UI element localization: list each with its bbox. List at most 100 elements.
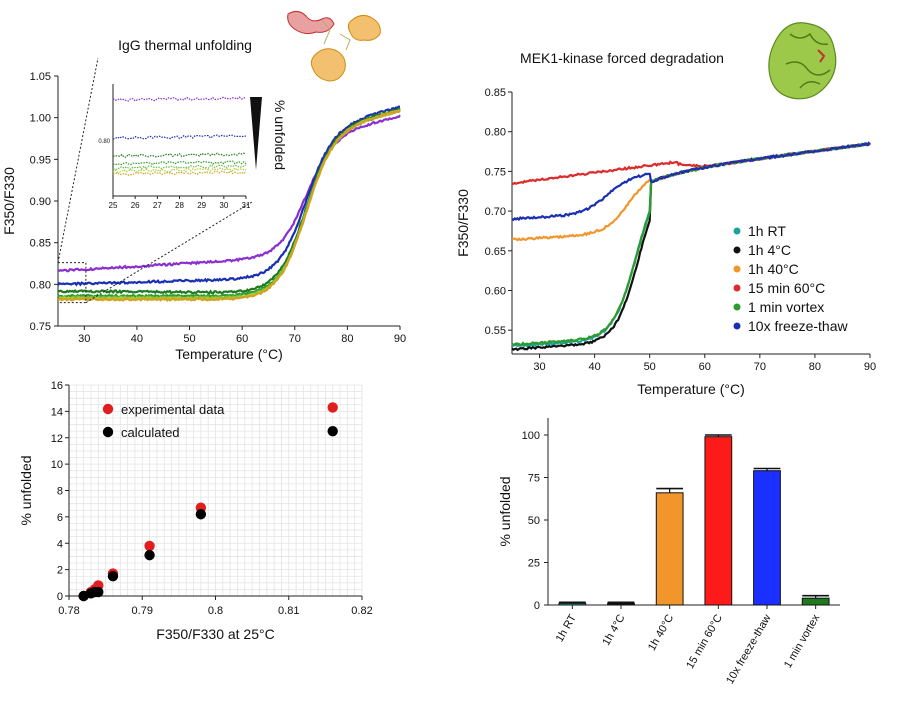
igg-plot-area: 30 40 50 60 70 80 90 0.75 0.80 0.85 0.90 0.95 1.00 1.… — [1, 57, 406, 362]
mek1-x-tick-label: 50 — [644, 361, 656, 373]
bar — [801, 597, 830, 606]
mek1-legend-label: 1h 40°C — [748, 261, 799, 277]
igg-inset-x-tick-label: 29 — [197, 201, 206, 210]
bar-category-label: 1h 4°C — [600, 612, 627, 647]
igg-series-line — [58, 107, 401, 295]
scatter-y-tick-label: 14 — [51, 406, 63, 418]
mek1-legend-marker — [733, 284, 741, 292]
igg-inset-x-tick-label: 25 — [109, 201, 118, 210]
unfolded-gradient-wedge — [250, 97, 262, 170]
igg-inset-x-tick-label: 30 — [219, 201, 228, 210]
igg-series-line — [57, 114, 401, 273]
mek1-series-line — [512, 141, 871, 348]
scatter-y-tick-label: 6 — [57, 512, 63, 524]
igg-inset-series-line — [112, 152, 247, 158]
igg-series-line — [57, 105, 401, 287]
scatter-point — [107, 571, 119, 582]
igg-inset-x-tick-label: 26 — [131, 201, 140, 210]
igg-inset-x-tick-label: 31 — [242, 201, 251, 210]
scatter-point — [195, 509, 207, 520]
bar-plot-area: 0 25 50 75 100 % unfolded 1h RT 1h 4°C 1h 40°C 15… — [497, 418, 840, 686]
mek1-legend-label: 10x freeze-thaw — [748, 318, 848, 334]
scatter-legend-marker — [102, 403, 114, 415]
unfolded-scatter-panel: 0.78 0.79 0.8 0.81 0.82 0 2 4 6 8 10 12 14 16 F350/F33… — [18, 380, 373, 642]
igg-inset-series-line — [112, 160, 247, 166]
igg-inset-series-line — [112, 170, 247, 176]
mek1-plot-area: 30 40 50 60 70 80 90 0.55 0.60 0.65 0.70 0.75 0.80 0.… — [455, 87, 876, 397]
igg-inset-series-line — [112, 134, 247, 140]
igg-x-tick-label: 80 — [341, 333, 353, 345]
igg-zoom-box — [57, 262, 87, 304]
mek1-title: MEK1-kinase forced degradation — [520, 50, 724, 66]
bar-category-label: 10x freeze-thaw — [724, 612, 774, 686]
mek1-x-tick-label: 40 — [588, 361, 600, 373]
igg-y-tick-label: 0.75 — [30, 321, 51, 333]
scatter-legend-marker — [102, 426, 114, 438]
igg-x-tick-label: 50 — [183, 333, 195, 345]
igg-title: IgG thermal unfolding — [118, 37, 252, 53]
scatter-x-tick-label: 0.78 — [58, 605, 79, 617]
mek1-x-tick-label: 60 — [699, 361, 711, 373]
scatter-point — [93, 586, 104, 598]
igg-panel: IgG thermal unfolding 30 40 50 60 70 80 90 0.75… — [1, 10, 406, 362]
igg-x-tick-label: 40 — [131, 333, 143, 345]
mek1-legend: 1h RT 1h 4°C 1h 40°C 15 min 60°C 1 min vorte… — [733, 223, 848, 334]
igg-x-tick-label: 70 — [289, 333, 301, 345]
igg-x-tick-label: 60 — [236, 333, 248, 345]
bar — [558, 602, 587, 606]
scatter-x-tick-label: 0.81 — [278, 605, 299, 617]
bar-y-tick-label: 25 — [528, 558, 540, 570]
scatter-x-tick-label: 0.8 — [208, 605, 223, 617]
igg-y-tick-label: 0.90 — [30, 196, 51, 208]
mek1-y-tick-label: 0.70 — [485, 206, 506, 218]
bar-category-label: 1 min vortex — [782, 612, 823, 670]
scatter-x-tick-label: 0.82 — [351, 605, 372, 617]
mek1-y-tick-label: 0.65 — [485, 246, 506, 258]
scatter-legend-label: experimental data — [121, 402, 225, 417]
bar — [753, 470, 781, 606]
igg-y-tick-label: 0.85 — [30, 238, 51, 250]
mek1-legend-label: 1h 4°C — [748, 242, 791, 258]
mek1-series-line — [511, 141, 871, 186]
mek1-x-axis-label: Temperature (°C) — [637, 381, 745, 397]
scatter-legend-label: calculated — [121, 425, 180, 440]
scatter-point — [327, 402, 338, 413]
bar — [655, 492, 684, 606]
mek1-x-tick-label: 80 — [809, 361, 821, 373]
mek1-x-tick-label: 70 — [754, 361, 766, 373]
mek1-legend-marker — [733, 303, 741, 311]
scatter-legend: experimental data calculated — [102, 402, 225, 440]
bar — [704, 436, 733, 606]
bar-y-axis-label: % unfolded — [497, 476, 513, 546]
scatter-y-tick-label: 16 — [51, 380, 63, 392]
mek1-y-tick-label: 0.60 — [485, 285, 506, 297]
bar-category-label: 15 min 60°C — [684, 612, 725, 671]
igg-inset-y-tick-label: 0.80 — [98, 139, 110, 145]
igg-y-tick-label: 1.05 — [30, 71, 51, 83]
unfolded-bar-panel: 0 25 50 75 100 % unfolded 1h RT 1h 4°C 1h 40°C 15… — [497, 418, 840, 686]
mek1-legend-label: 15 min 60°C — [748, 280, 825, 296]
bar-y-tick-label: 0 — [534, 600, 540, 612]
mek1-x-tick-label: 90 — [864, 361, 876, 373]
igg-inset-x-tick-label: 28 — [175, 201, 184, 210]
scatter-point — [144, 549, 155, 561]
scatter-point — [144, 540, 155, 552]
mek1-x-tick-label: 30 — [533, 361, 545, 373]
mek1-legend-marker — [733, 265, 741, 273]
mek1-legend-label: 1 min vortex — [748, 299, 824, 315]
igg-y-axis-label: F350/F330 — [1, 167, 17, 235]
bar — [607, 602, 635, 606]
mek1-panel: MEK1-kinase forced degradation 30 40 50 60 7… — [455, 22, 876, 397]
igg-structure-image — [287, 10, 381, 82]
igg-series-line — [57, 109, 401, 302]
scatter-y-tick-label: 4 — [57, 538, 63, 550]
mek1-y-tick-label: 0.55 — [485, 325, 506, 337]
scatter-y-tick-label: 2 — [57, 565, 63, 577]
mek1-legend-label: 1h RT — [748, 223, 786, 239]
scatter-point — [327, 425, 338, 437]
mek1-structure-image — [768, 22, 837, 100]
bar-y-tick-label: 50 — [528, 515, 540, 527]
mek1-series-line — [511, 141, 871, 222]
igg-zoom-connector — [85, 201, 253, 304]
